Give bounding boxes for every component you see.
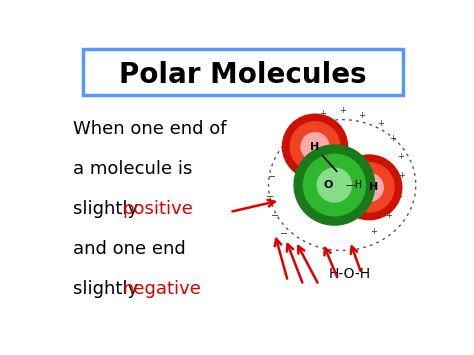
- FancyBboxPatch shape: [82, 49, 403, 95]
- Text: +: +: [339, 106, 346, 115]
- Text: +: +: [370, 227, 376, 236]
- Text: O: O: [323, 180, 333, 190]
- Circle shape: [290, 122, 340, 171]
- Text: Polar Molecules: Polar Molecules: [119, 61, 367, 89]
- Text: −: −: [271, 211, 279, 221]
- Text: +: +: [389, 134, 396, 143]
- Text: and one end: and one end: [73, 240, 186, 258]
- Text: +: +: [385, 211, 392, 220]
- Text: H-O-H: H-O-H: [329, 267, 371, 280]
- Text: −: −: [280, 229, 288, 239]
- Text: +: +: [397, 152, 404, 161]
- Circle shape: [356, 174, 383, 201]
- Circle shape: [337, 155, 402, 220]
- Circle shape: [345, 163, 394, 212]
- Text: a molecule is: a molecule is: [73, 160, 192, 178]
- Circle shape: [317, 168, 351, 202]
- Text: +: +: [296, 119, 303, 128]
- Text: —H: —H: [346, 180, 363, 190]
- Text: negative: negative: [122, 280, 201, 298]
- Circle shape: [301, 133, 329, 160]
- Circle shape: [283, 114, 347, 179]
- Text: positive: positive: [122, 200, 193, 218]
- Circle shape: [303, 154, 365, 216]
- Text: +: +: [398, 170, 405, 180]
- Circle shape: [294, 145, 374, 225]
- Text: −: −: [266, 192, 274, 202]
- Text: When one end of: When one end of: [73, 120, 227, 138]
- Text: +: +: [395, 192, 402, 201]
- Text: +: +: [358, 111, 365, 120]
- Text: H: H: [310, 142, 319, 152]
- Text: +: +: [284, 138, 292, 147]
- Text: +: +: [377, 119, 384, 128]
- Text: slightly: slightly: [73, 280, 144, 298]
- Text: −: −: [268, 172, 276, 182]
- Text: slightly: slightly: [73, 200, 144, 218]
- Text: H: H: [368, 182, 378, 192]
- Text: +: +: [319, 109, 326, 118]
